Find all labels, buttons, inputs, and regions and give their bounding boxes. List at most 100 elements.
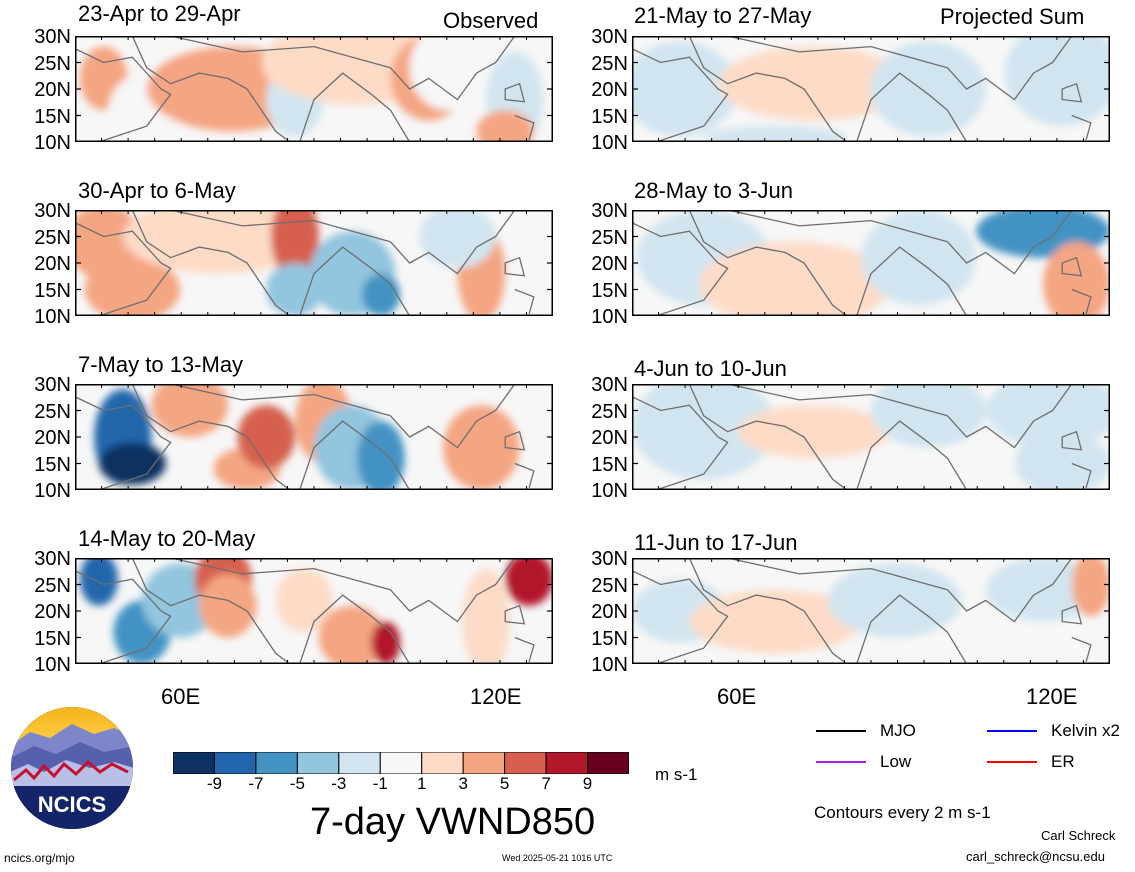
lat-tick-label: 20N: [591, 79, 628, 101]
panel-title: 11-Jun to 17-Jun: [634, 530, 798, 555]
anomaly-blob: [1043, 241, 1110, 316]
colorbar-segment: [338, 752, 381, 774]
colorbar: [173, 752, 629, 774]
lat-tick-label: 10N: [591, 654, 628, 676]
lat-tick-label: 30N: [34, 26, 71, 48]
anomaly-blob: [505, 558, 553, 606]
legend-label: MJO: [880, 721, 916, 740]
colorbar-segment: [379, 752, 423, 774]
map-panel: [75, 384, 553, 490]
lat-tick-label: 30N: [591, 548, 628, 570]
lat-tick-label: 10N: [34, 132, 71, 154]
lat-tick-label: 20N: [591, 601, 628, 623]
lat-tick-label: 10N: [34, 480, 71, 502]
lat-tick-label: 30N: [591, 200, 628, 222]
anomaly-blob: [270, 210, 319, 279]
map-panel: [632, 558, 1110, 664]
author: Carl Schreck: [1041, 828, 1116, 843]
panel-title: 30-Apr to 6-May: [78, 178, 236, 203]
lat-tick-label: 30N: [591, 26, 628, 48]
lon-tick-60e-right: 60E: [717, 684, 757, 709]
colorbar-tick-label: 9: [582, 774, 593, 793]
anomaly-blob: [419, 210, 496, 269]
lat-tick-label: 15N: [591, 453, 628, 476]
map-panel: [632, 384, 1110, 490]
legend-line: [987, 730, 1037, 732]
lat-tick-label: 25N: [591, 400, 628, 423]
lat-tick-label: 20N: [34, 79, 71, 101]
anomaly-blob: [632, 384, 776, 480]
panel-title: 7-May to 13-May: [78, 352, 244, 377]
coastline: [75, 384, 535, 490]
colorbar-tick-label: -1: [372, 774, 388, 793]
colorbar-tick-label: -7: [248, 774, 264, 793]
panel-title: 28-May to 3-Jun: [634, 178, 793, 203]
map-panel: [75, 210, 553, 316]
lat-tick-label: 25N: [34, 52, 71, 75]
legend-label: Low: [880, 752, 912, 771]
lat-tick-label: 25N: [34, 400, 71, 423]
anomaly-blob: [476, 110, 534, 142]
colorbar-tick-label: -9: [206, 774, 223, 793]
colorbar-tick-label: 5: [499, 774, 510, 793]
legend-line: [816, 730, 866, 732]
colorbar-segment: [421, 752, 464, 774]
column-label-observed: Observed: [443, 8, 539, 33]
coastline: [632, 210, 1092, 316]
anomaly-blob: [985, 384, 1110, 448]
chart-title: 7-day VWND850: [310, 801, 596, 843]
anomaly-blob: [1004, 36, 1110, 127]
anomaly-blob: [1071, 558, 1110, 617]
anomaly-blob: [718, 46, 910, 121]
anomaly-blob: [689, 589, 862, 654]
coastline: [75, 210, 535, 316]
anomaly-blob: [84, 257, 181, 316]
lat-tick-label: 25N: [591, 226, 628, 249]
colorbar-tick-label: -5: [289, 774, 305, 793]
anomaly-blob: [98, 442, 166, 485]
colorbar-segment: [504, 752, 547, 774]
column-label-projected: Projected Sum: [940, 4, 1085, 29]
lat-tick-label: 20N: [591, 253, 628, 275]
anomaly-blob: [199, 573, 257, 638]
anomaly-blob: [703, 126, 848, 142]
coastline: [75, 36, 535, 142]
lat-tick-label: 10N: [34, 654, 71, 676]
anomaly-blob: [357, 421, 405, 490]
panel-title: 14-May to 20-May: [78, 526, 256, 551]
anomaly-blob: [698, 241, 891, 316]
lat-tick-label: 10N: [34, 306, 71, 328]
colorbar-segment: [587, 752, 629, 774]
coastline: [632, 36, 1092, 142]
logo-text: NCICS: [38, 792, 106, 817]
lat-tick-label: 10N: [591, 480, 628, 502]
legend-line: [816, 761, 866, 763]
anomaly-blob: [371, 621, 401, 664]
panel-title: 4-Jun to 10-Jun: [634, 356, 787, 381]
lat-tick-label: 15N: [34, 279, 71, 302]
legend-line: [987, 761, 1037, 763]
lat-tick-label: 30N: [34, 374, 71, 396]
colorbar-tick-label: 3: [458, 774, 468, 793]
colorbar-tick-label: -3: [331, 774, 347, 793]
anomaly-blob: [409, 36, 487, 111]
site-link[interactable]: ncics.org/mjo: [4, 851, 75, 865]
colorbar-segment: [296, 752, 340, 774]
contour-note: Contours every 2 m s-1: [814, 803, 991, 822]
colorbar-tick-label: 7: [541, 774, 551, 793]
lat-tick-label: 15N: [591, 279, 628, 302]
lat-tick-label: 10N: [591, 132, 628, 154]
lat-tick-label: 10N: [591, 306, 628, 328]
lat-tick-label: 15N: [34, 453, 71, 476]
colorbar-segment: [545, 752, 589, 774]
coastline: [632, 384, 1092, 490]
lat-tick-label: 15N: [34, 105, 71, 128]
anomaly-blob: [632, 41, 738, 137]
coastline: [632, 558, 1092, 664]
anomaly-blob: [861, 210, 977, 306]
panel-title: 23-Apr to 29-Apr: [78, 1, 241, 26]
anomaly-blob: [151, 384, 228, 437]
timestamp: Wed 2025-05-21 1016 UTC: [502, 853, 613, 863]
lat-tick-label: 20N: [34, 253, 71, 275]
anomaly-blob: [237, 405, 295, 469]
